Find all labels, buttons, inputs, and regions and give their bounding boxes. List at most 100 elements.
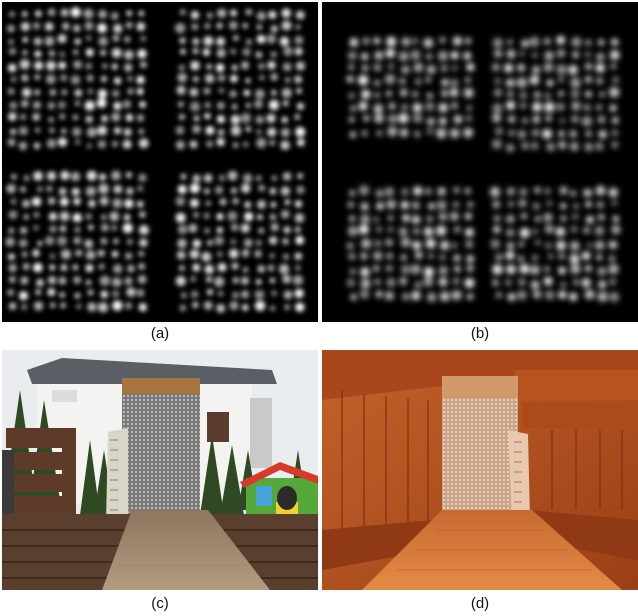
response-dot [530, 142, 539, 150]
response-dot [192, 47, 199, 55]
response-dot [85, 115, 94, 124]
response-dot [33, 171, 44, 182]
response-dot [72, 213, 82, 223]
response-dot [230, 114, 241, 125]
response-dot [350, 105, 356, 111]
response-dot [20, 99, 29, 108]
response-dot [127, 88, 134, 95]
response-dot [556, 64, 567, 75]
response-dot [85, 264, 94, 273]
response-dot [256, 24, 263, 30]
response-dot [21, 251, 28, 258]
response-dot [203, 300, 213, 311]
response-dot [464, 37, 472, 45]
response-dot [507, 115, 516, 123]
response-dot [270, 25, 278, 33]
response-dot [88, 224, 94, 230]
response-dot [113, 127, 122, 135]
response-dot [454, 265, 461, 273]
response-dot [387, 226, 394, 233]
response-dot [558, 140, 567, 150]
response-dot [216, 303, 226, 313]
response-dot [227, 170, 238, 181]
response-dot [556, 240, 566, 251]
response-dot [451, 65, 458, 71]
response-dot [385, 264, 393, 272]
response-dot [232, 277, 240, 284]
response-dot [60, 8, 69, 17]
response-dot [450, 78, 459, 88]
response-dot [583, 103, 591, 112]
response-dot [189, 140, 198, 149]
response-dot [206, 288, 214, 296]
response-dot [294, 75, 303, 84]
response-dot [532, 52, 538, 58]
response-dot [532, 115, 541, 124]
response-dot [217, 290, 224, 297]
response-dot [573, 203, 579, 209]
response-dot [598, 39, 605, 46]
response-dot [414, 251, 423, 260]
response-dot [244, 201, 252, 209]
response-dot [18, 238, 28, 248]
response-dot [216, 226, 223, 234]
response-dot [6, 183, 16, 194]
response-dot [569, 142, 579, 151]
response-dot [216, 115, 226, 124]
response-dot [240, 276, 250, 285]
response-dot [177, 238, 187, 249]
response-dot [609, 50, 620, 60]
response-dot [19, 59, 30, 70]
response-dot [230, 48, 237, 55]
response-dot [387, 126, 398, 137]
response-dot [611, 141, 618, 148]
response-dot [179, 9, 186, 15]
response-dot [72, 264, 79, 271]
response-dot [559, 118, 565, 124]
response-dot [206, 63, 212, 70]
response-dot [464, 187, 471, 195]
response-dot [72, 114, 79, 121]
response-dot [126, 287, 136, 297]
response-dot [520, 213, 528, 220]
response-dot [361, 238, 372, 249]
response-dot [508, 130, 515, 137]
response-dot [59, 225, 67, 233]
response-dot [58, 276, 67, 285]
response-dot [556, 35, 566, 45]
response-dot [400, 264, 411, 275]
response-dot [190, 276, 197, 282]
response-dot [113, 238, 119, 244]
response-dot [585, 130, 592, 137]
response-dot [269, 253, 275, 259]
response-dot [560, 282, 566, 288]
response-dot [296, 185, 305, 195]
response-dot [374, 92, 380, 98]
response-dot [137, 185, 144, 192]
response-dot [256, 137, 267, 149]
response-dot [544, 224, 554, 234]
response-dot [585, 39, 592, 46]
response-dot [122, 139, 132, 149]
response-dot [282, 237, 289, 245]
response-dot [125, 187, 134, 195]
response-dot [228, 20, 238, 30]
response-dot [546, 79, 554, 87]
response-dot [412, 240, 422, 250]
response-dot [5, 237, 15, 247]
response-dot [608, 240, 618, 250]
response-dot [243, 89, 251, 97]
response-dot [350, 294, 357, 301]
response-dot [258, 62, 265, 70]
response-dot [214, 185, 224, 195]
response-dot [241, 249, 250, 257]
response-dot [74, 88, 83, 97]
response-dot [491, 63, 500, 72]
response-dot [203, 35, 214, 47]
response-dot [9, 11, 15, 18]
dot-grid-map-a [2, 2, 318, 322]
response-dot [492, 37, 503, 48]
response-dot [507, 292, 516, 302]
response-dot [386, 253, 393, 260]
response-dot [217, 251, 223, 258]
